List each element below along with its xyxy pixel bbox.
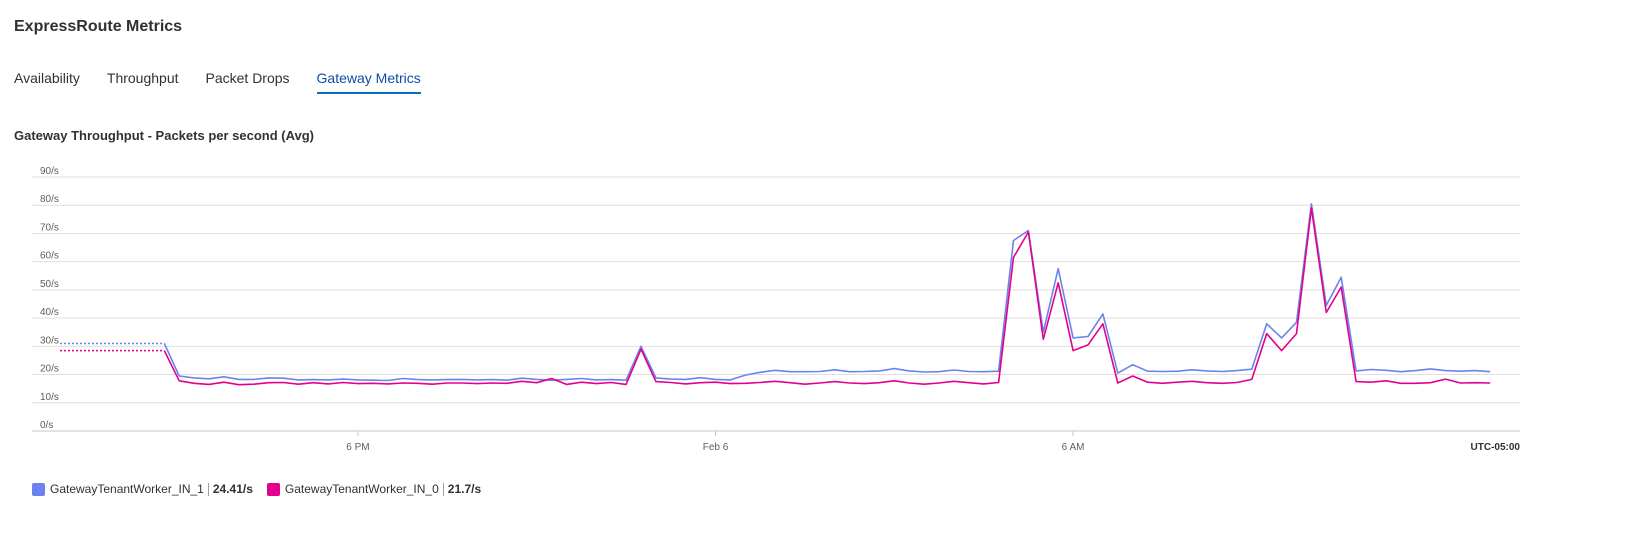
legend-series-value: 24.41/s: [212, 482, 253, 496]
y-tick-label: 40/s: [40, 307, 59, 318]
legend-swatch: [266, 482, 280, 496]
page-title: ExpressRoute Metrics: [14, 18, 183, 35]
tab-bar: Availability Throughput Packet Drops Gat…: [14, 68, 448, 94]
legend-divider: [207, 482, 209, 496]
legend-series-value: 21.7/s: [447, 482, 482, 496]
y-tick-label: 90/s: [40, 166, 59, 177]
y-tick-label: 10/s: [40, 392, 59, 403]
y-tick-label: 20/s: [40, 364, 59, 375]
legend-swatch: [32, 482, 45, 496]
chart-legend: GatewayTenantWorker_IN_1 24.41/s Gateway…: [32, 482, 495, 496]
series-line-0[interactable]: [163, 202, 1491, 382]
throughput-line-chart[interactable]: 0/s 10/s 20/s 30/s 40/s 50/s 60/s 70/s 80/s 90/s 6…: [0, 160, 1546, 460]
legend-item-worker-in-1[interactable]: GatewayTenantWorker_IN_1 24.41/s: [32, 482, 253, 496]
series-line-1[interactable]: [163, 207, 1491, 386]
y-tick-label: 0/s: [40, 420, 53, 431]
legend-series-name: GatewayTenantWorker_IN_1: [50, 482, 204, 496]
legend-divider: [442, 482, 444, 496]
x-tick-label: 6 PM: [346, 442, 369, 453]
tab-availability[interactable]: Availability: [14, 70, 80, 86]
y-tick-label: 50/s: [40, 279, 59, 290]
x-tick-label: Feb 6: [703, 442, 729, 453]
y-tick-label: 30/s: [40, 335, 59, 346]
tab-packet-drops[interactable]: Packet Drops: [205, 70, 290, 86]
legend-item-worker-in-0[interactable]: GatewayTenantWorker_IN_0 21.7/s: [266, 482, 482, 496]
y-tick-label: 80/s: [40, 194, 59, 205]
y-tick-label: 60/s: [40, 251, 59, 262]
tab-gateway-metrics[interactable]: Gateway Metrics: [316, 68, 422, 94]
y-tick-label: 70/s: [40, 222, 59, 233]
timezone-label: UTC-05:00: [1471, 442, 1521, 453]
tab-throughput[interactable]: Throughput: [106, 70, 179, 86]
legend-series-name: GatewayTenantWorker_IN_0: [284, 482, 439, 496]
chart-title: Gateway Throughput - Packets per second …: [14, 128, 315, 143]
x-tick-label: 6 AM: [1062, 442, 1085, 453]
